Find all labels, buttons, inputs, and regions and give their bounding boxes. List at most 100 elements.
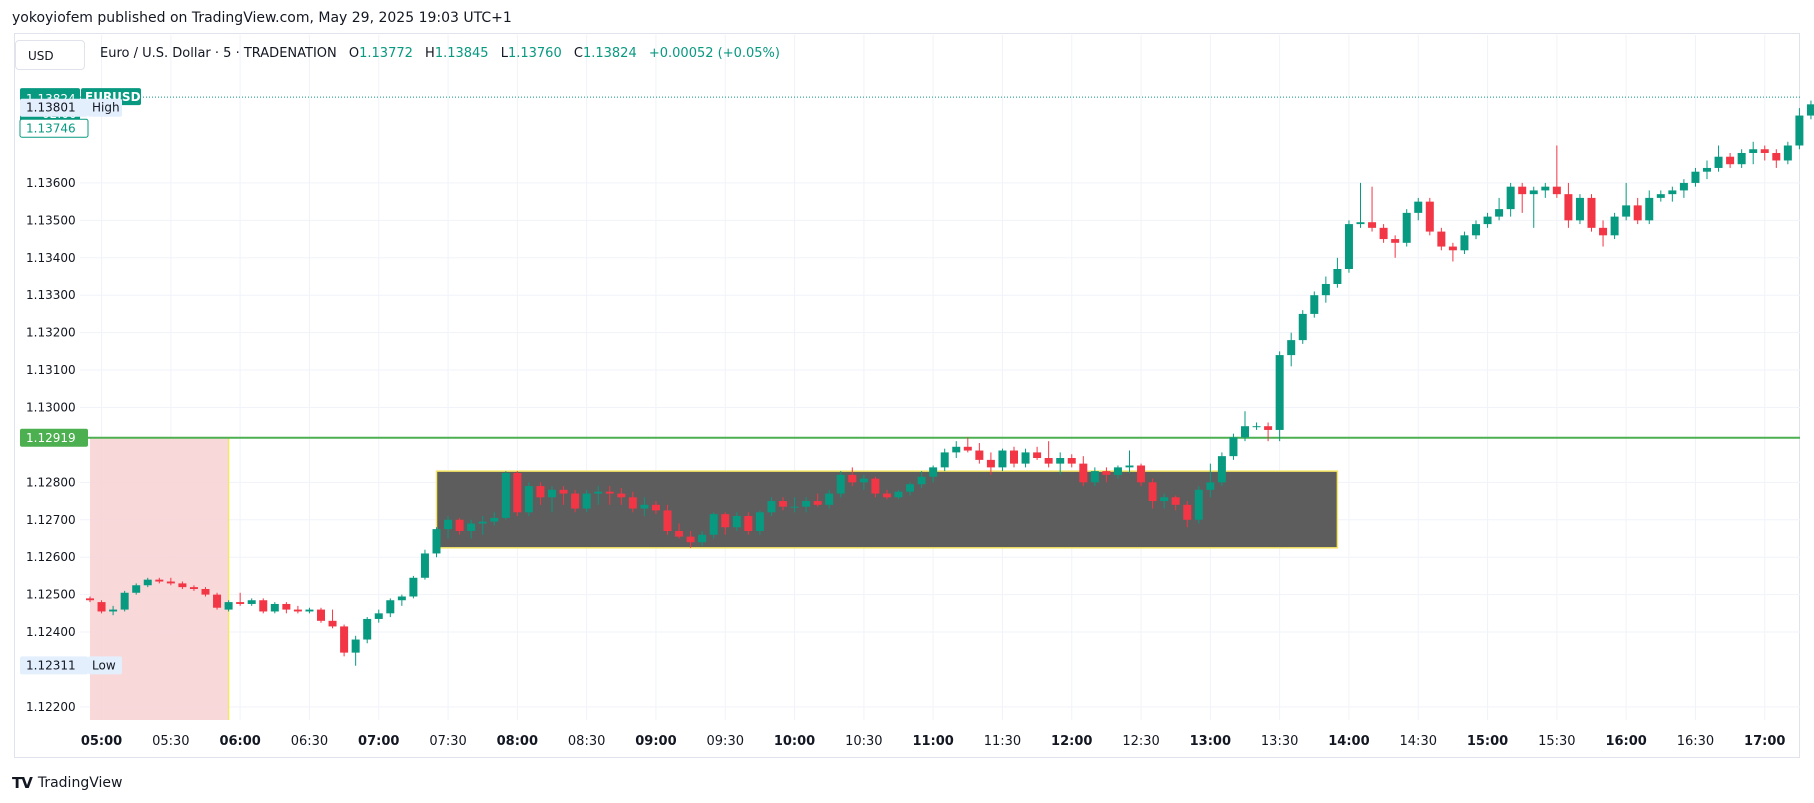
candle-body bbox=[1125, 465, 1134, 468]
candle-body bbox=[651, 504, 660, 511]
candle-body bbox=[1668, 190, 1677, 195]
candle-body bbox=[1137, 465, 1146, 483]
candle bbox=[998, 448, 1007, 472]
candle bbox=[293, 605, 302, 614]
candle bbox=[178, 581, 187, 590]
candle bbox=[929, 465, 938, 483]
candle bbox=[651, 501, 660, 515]
candle-body bbox=[501, 472, 510, 518]
candle-body bbox=[1033, 452, 1042, 459]
candle bbox=[1760, 145, 1769, 161]
y-tick-label: 1.13500 bbox=[26, 213, 76, 227]
candle-body bbox=[1806, 104, 1814, 116]
candle bbox=[825, 489, 834, 509]
candle bbox=[1241, 411, 1249, 442]
candle-body bbox=[1726, 156, 1735, 165]
candle bbox=[397, 594, 406, 606]
level-tag-value: 1.12919 bbox=[26, 431, 76, 445]
y-tick-label: 1.13200 bbox=[26, 326, 76, 340]
candle-body bbox=[1656, 194, 1665, 198]
candle bbox=[1737, 149, 1746, 168]
candle-body bbox=[1044, 458, 1053, 464]
candle bbox=[1448, 242, 1457, 262]
candle bbox=[1021, 448, 1030, 468]
candle bbox=[559, 486, 568, 505]
candle-body bbox=[455, 519, 464, 531]
candle bbox=[236, 592, 245, 606]
candle-body bbox=[940, 452, 949, 468]
high-tag-bg bbox=[20, 98, 88, 117]
candle bbox=[1264, 422, 1273, 442]
candle bbox=[1252, 422, 1261, 430]
candle bbox=[1437, 227, 1446, 251]
candle bbox=[663, 504, 672, 535]
candle-body bbox=[1298, 313, 1307, 341]
candle-body bbox=[1379, 227, 1388, 240]
open-label: O bbox=[348, 46, 360, 61]
x-tick-label: 14:00 bbox=[1328, 734, 1369, 749]
candle bbox=[155, 577, 164, 584]
candle-body bbox=[663, 510, 672, 531]
candle-body bbox=[975, 450, 984, 460]
candle bbox=[1402, 209, 1411, 247]
candle-body bbox=[1575, 197, 1584, 221]
chart-drawings bbox=[80, 96, 1800, 720]
candle bbox=[906, 482, 915, 496]
candle-body bbox=[1760, 149, 1769, 153]
candle bbox=[282, 602, 291, 614]
candle-body bbox=[617, 493, 626, 498]
candle-body bbox=[1148, 482, 1157, 502]
candle bbox=[859, 474, 868, 490]
candle bbox=[143, 577, 152, 588]
candle bbox=[386, 598, 395, 618]
candle-body bbox=[755, 512, 764, 531]
candle bbox=[109, 605, 118, 616]
currency-button[interactable]: USD bbox=[15, 40, 85, 70]
candle-body bbox=[1795, 115, 1804, 146]
candle-body bbox=[86, 598, 94, 601]
candle bbox=[582, 489, 591, 513]
published-info: yokoyiofem published on TradingView.com,… bbox=[12, 10, 512, 26]
candle-body bbox=[1252, 426, 1261, 428]
candle-body bbox=[1714, 156, 1723, 168]
candle bbox=[340, 624, 349, 657]
candle bbox=[779, 497, 787, 511]
candle-body bbox=[1437, 231, 1446, 247]
candle-body bbox=[1090, 471, 1099, 483]
x-tick-label: 15:30 bbox=[1538, 734, 1575, 749]
candle-body bbox=[1645, 197, 1654, 221]
candle bbox=[1079, 456, 1088, 487]
candle bbox=[420, 549, 429, 580]
candle-body bbox=[386, 600, 395, 614]
y-tick-label: 1.12500 bbox=[26, 588, 76, 602]
candle bbox=[732, 512, 741, 531]
candle bbox=[328, 609, 337, 629]
candle bbox=[1194, 486, 1203, 524]
candle-body bbox=[247, 600, 256, 604]
candle bbox=[467, 519, 476, 539]
candle bbox=[594, 486, 603, 505]
x-tick-label: 05:00 bbox=[81, 734, 122, 749]
candle bbox=[1010, 446, 1018, 468]
candle-body bbox=[270, 603, 279, 612]
low-tag-text: Low bbox=[92, 658, 116, 672]
candle bbox=[1090, 467, 1099, 487]
level-tag: 1.12919 bbox=[20, 428, 88, 447]
candle bbox=[1113, 465, 1122, 479]
candle bbox=[1495, 197, 1504, 221]
candle bbox=[524, 482, 533, 517]
candle-body bbox=[1552, 186, 1561, 195]
candle-series bbox=[86, 100, 1814, 666]
candle bbox=[744, 512, 753, 535]
candle bbox=[132, 583, 141, 595]
candle-body bbox=[1067, 458, 1076, 464]
candle bbox=[1518, 182, 1527, 213]
candle-body bbox=[894, 491, 903, 498]
candle-body bbox=[1217, 456, 1226, 483]
candle bbox=[963, 437, 972, 453]
candle-body bbox=[1194, 489, 1203, 520]
candle-body bbox=[1206, 482, 1215, 490]
footer-brand[interactable]: 𝗧𝗩 TradingView bbox=[12, 774, 122, 792]
candle-body bbox=[397, 596, 406, 601]
